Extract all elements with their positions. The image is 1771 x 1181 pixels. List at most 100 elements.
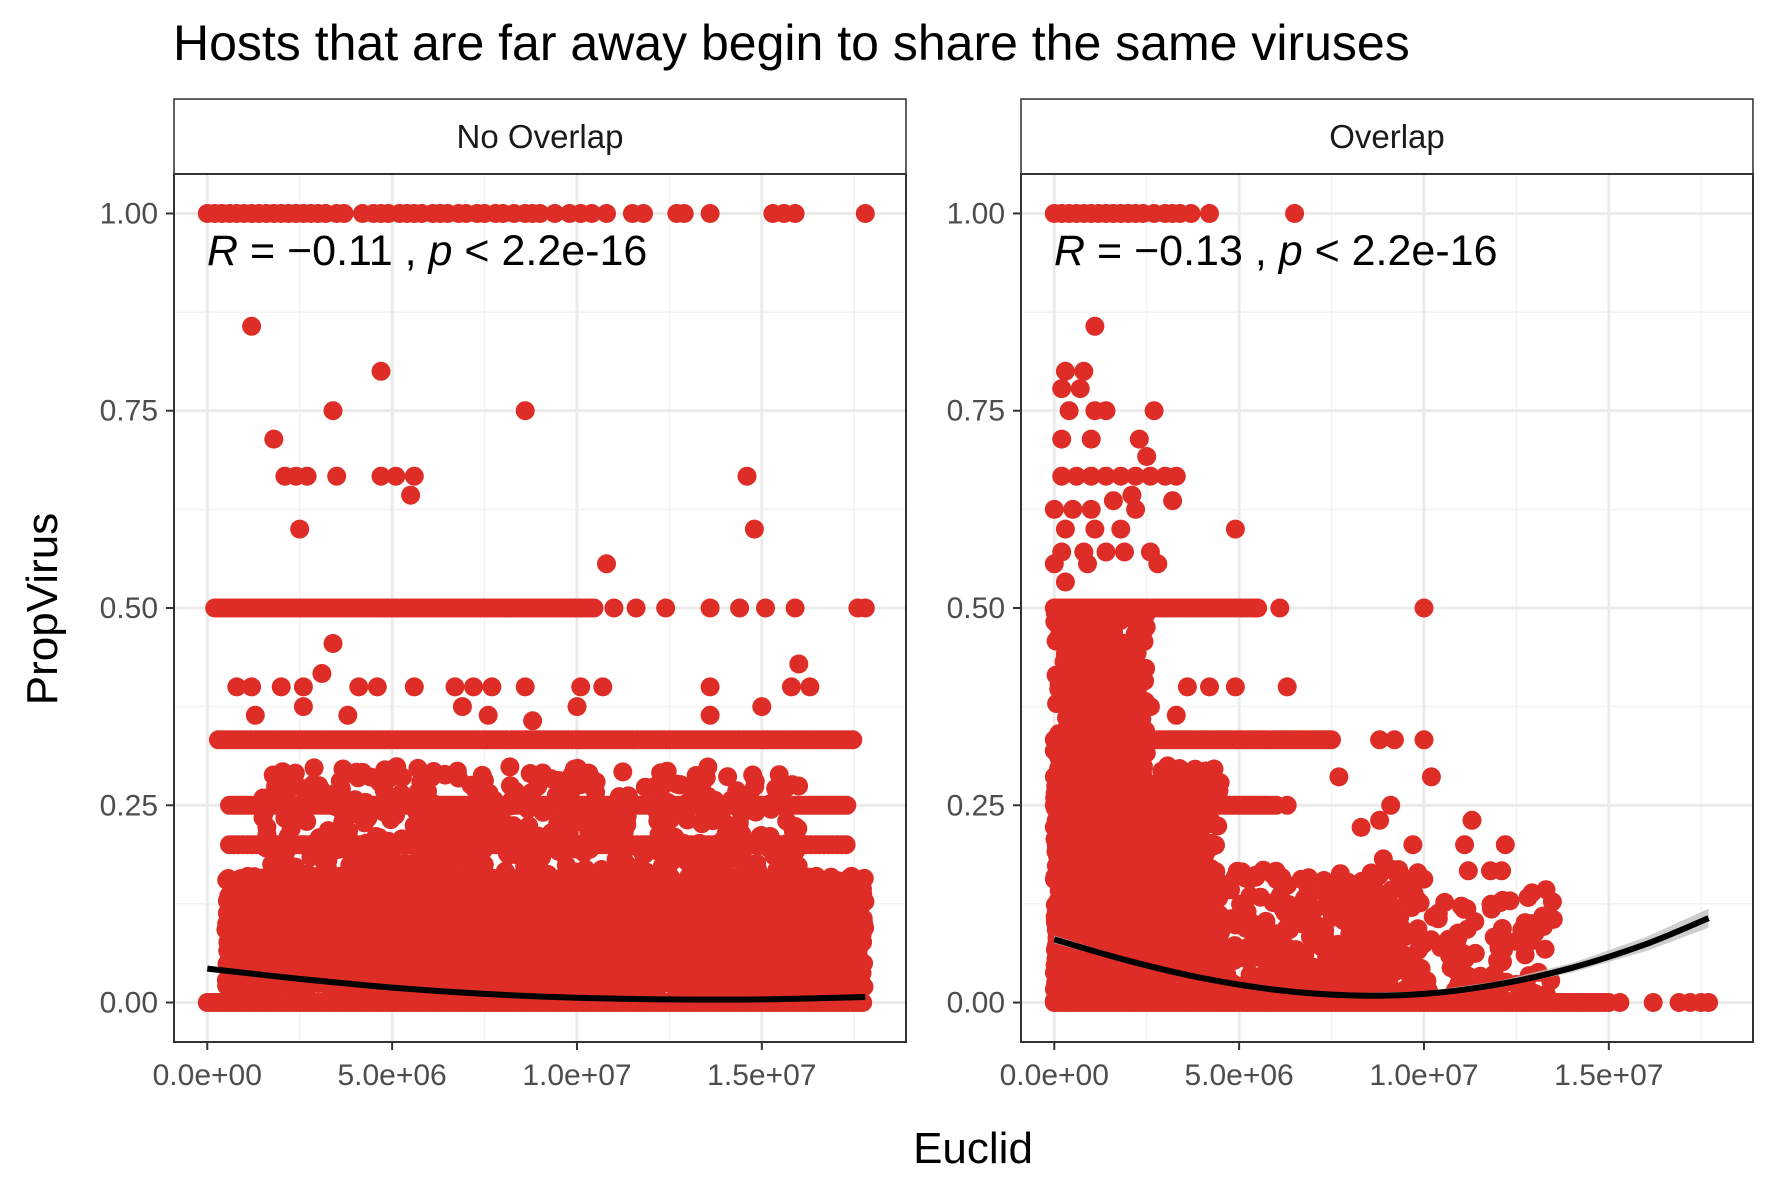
scatter-point [785,598,805,618]
scatter-point [714,813,734,833]
scatter-point [420,883,440,902]
scatter-point [401,485,421,505]
y-tick-label: 0.50 [100,592,158,625]
scatter-point [609,880,629,900]
smooth-line [206,965,866,1003]
scatter-point [772,854,791,874]
scatter-point [289,911,309,931]
scatter-point [310,891,330,911]
scatter-point [333,918,353,937]
scatter-point [576,866,596,886]
scatter-point [756,598,775,618]
scatter-point [596,866,616,886]
scatter-point [832,890,852,910]
scatter-point [668,924,688,944]
scatter-point [841,964,861,984]
scatter-point [800,677,820,697]
scatter-point [297,864,317,884]
scatter-point [297,466,317,486]
scatter-point [348,768,368,788]
scatter-point [801,879,820,899]
scatter-point [781,677,801,697]
scatter-point [227,677,247,697]
scatter-point [752,697,772,717]
scatter-point [515,401,535,421]
scatter-point [677,852,697,871]
x-tick-label: 5.0e+06 [337,1059,446,1092]
scatter-point [699,898,719,918]
scatter-point [392,916,412,936]
scatter-point [574,946,594,966]
scatter-point [407,852,427,872]
scatter-point [776,962,796,982]
scatter-point [634,204,653,223]
scatter-point [606,972,626,991]
scatter-point [567,697,587,717]
scatter-point [482,677,502,697]
y-tick-label: 0.75 [100,395,158,428]
scatter-point [733,968,753,988]
p-value: < 2.2e-16 [452,227,647,275]
scatter-point [700,598,720,618]
scatter-point [579,976,599,996]
scatter-point [664,903,684,923]
scatter-point [486,885,506,905]
scatter-point [855,598,875,618]
scatter-point [785,204,805,223]
scatter-point [294,955,314,975]
scatter-point [694,966,714,986]
scatter-point [463,931,483,951]
scatter-point [556,961,576,981]
scatter-point [628,858,648,878]
scatter-point [509,961,529,980]
scatter-point [290,519,310,539]
scatter-point [854,953,874,973]
scatter-point [327,466,347,486]
scatter-point [485,943,505,963]
scatter-point [245,705,265,725]
scatter-point [474,855,494,875]
scatter-point [464,677,483,697]
scatter-point [293,697,313,717]
scatter-point [385,969,405,988]
scatter-point [349,677,369,697]
scatter-point [369,940,389,960]
scatter-point [674,204,694,223]
scatter-point [597,204,616,223]
scatter-point [231,910,251,930]
facet-strip-fill [175,100,905,173]
scatter-point [643,976,663,996]
scatter-point [606,955,626,974]
scatter-point [651,918,671,938]
scatter-point [1077,697,1097,717]
facet-strip-fill [1022,100,1752,173]
scatter-point [767,881,787,901]
p-symbol: p [427,227,453,275]
scatter-point [398,955,418,975]
scatter-point [635,777,655,797]
scatter-point [328,940,347,960]
scatter-point [445,677,465,697]
scatter-point [543,921,563,941]
scatter-point [773,774,793,794]
scatter-point [571,677,591,697]
scatter-point [562,780,582,800]
scatter-point [378,865,398,885]
scatter-point [432,866,451,886]
scatter-point [505,898,525,918]
scatter-point [474,771,494,791]
scatter-point [744,519,764,539]
scatter-point [271,677,291,697]
scatter-point [273,762,293,782]
scatter-point [582,204,602,223]
scatter-point [843,730,863,750]
scatter-point [464,904,484,924]
scatter-point [651,940,670,959]
scatter-point [593,677,613,697]
scatter-point [404,677,424,697]
scatter-point [715,865,735,885]
scatter-point [544,976,564,996]
scatter-point [264,429,284,449]
